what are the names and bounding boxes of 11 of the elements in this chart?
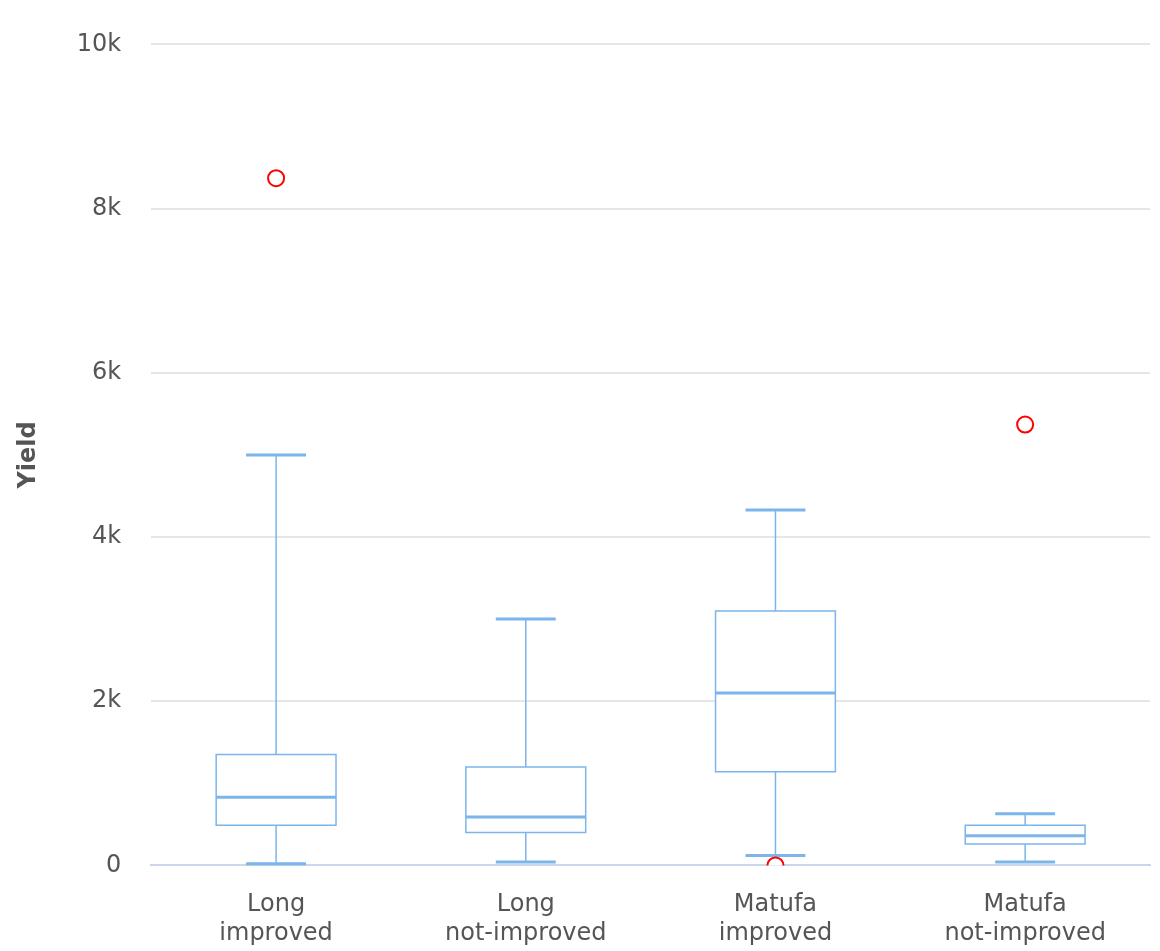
y-tick-label: 10k	[76, 28, 122, 57]
x-tick-label: Long not-improved	[445, 889, 607, 946]
y-tick-label: 8k	[92, 192, 122, 221]
y-axis-title: Yield	[12, 421, 41, 490]
y-tick-label: 6k	[92, 357, 122, 386]
y-tick-label: 2k	[92, 685, 122, 714]
y-tick-label: 0	[105, 849, 122, 878]
x-tick-label: Long improved	[219, 889, 333, 946]
y-tick-label: 4k	[92, 521, 122, 550]
x-tick-label: Matufa improved	[718, 889, 833, 946]
x-tick-label: Matufa not-improved	[944, 889, 1106, 946]
